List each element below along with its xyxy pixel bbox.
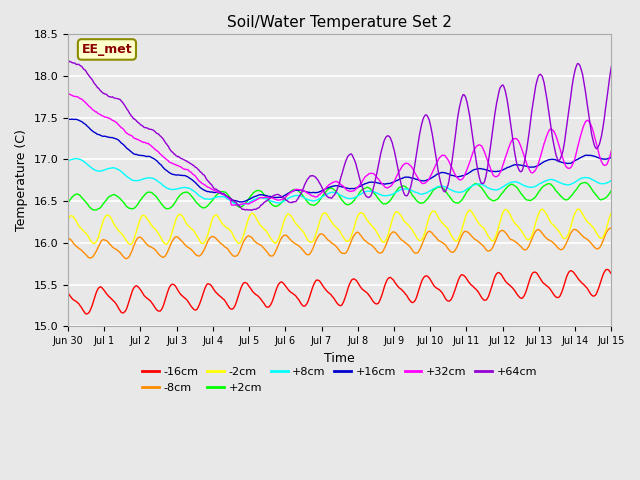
+2cm xyxy=(406,189,414,195)
+32cm xyxy=(64,91,72,96)
-8cm xyxy=(74,245,82,251)
+64cm xyxy=(406,185,414,191)
-2cm xyxy=(422,225,430,230)
-16cm xyxy=(422,273,430,278)
+16cm xyxy=(214,190,221,195)
+64cm xyxy=(248,207,255,213)
-16cm xyxy=(607,271,615,276)
-2cm xyxy=(126,241,134,247)
+16cm xyxy=(74,117,82,123)
+32cm xyxy=(230,202,238,208)
+2cm xyxy=(422,197,430,203)
+8cm xyxy=(72,156,79,161)
+64cm xyxy=(185,159,193,165)
+32cm xyxy=(185,168,193,174)
+16cm xyxy=(64,116,72,122)
-16cm xyxy=(74,300,82,306)
Line: -16cm: -16cm xyxy=(68,269,611,314)
Line: -8cm: -8cm xyxy=(68,228,611,259)
+2cm xyxy=(581,180,589,185)
-2cm xyxy=(607,210,615,216)
+8cm xyxy=(131,178,138,183)
-16cm xyxy=(64,290,72,296)
-16cm xyxy=(131,284,138,290)
+32cm xyxy=(406,163,414,168)
-8cm xyxy=(64,235,72,241)
+64cm xyxy=(214,188,221,193)
-2cm xyxy=(214,215,222,220)
-8cm xyxy=(422,232,430,238)
+32cm xyxy=(422,179,430,185)
+64cm xyxy=(607,64,615,70)
+32cm xyxy=(607,148,615,154)
X-axis label: Time: Time xyxy=(324,352,355,365)
+16cm xyxy=(238,199,246,205)
-8cm xyxy=(214,238,222,244)
+16cm xyxy=(185,175,193,180)
+8cm xyxy=(607,178,615,183)
-2cm xyxy=(406,225,414,230)
-2cm xyxy=(74,221,82,227)
+2cm xyxy=(64,200,72,205)
-16cm xyxy=(214,292,222,298)
-2cm xyxy=(186,225,193,230)
Legend: -16cm, -8cm, -2cm, +2cm, +8cm, +16cm, +32cm, +64cm: -16cm, -8cm, -2cm, +2cm, +8cm, +16cm, +3… xyxy=(138,362,541,397)
+8cm xyxy=(236,202,243,208)
+2cm xyxy=(607,188,615,193)
-2cm xyxy=(131,235,138,240)
+16cm xyxy=(607,155,615,160)
-2cm xyxy=(64,216,72,222)
-8cm xyxy=(406,244,414,250)
+8cm xyxy=(423,190,431,195)
Line: +16cm: +16cm xyxy=(68,119,611,202)
+2cm xyxy=(131,205,138,211)
+2cm xyxy=(214,191,222,196)
Line: +64cm: +64cm xyxy=(68,60,611,210)
-16cm xyxy=(83,311,90,317)
+64cm xyxy=(74,61,82,67)
Line: -2cm: -2cm xyxy=(68,209,611,244)
Title: Soil/Water Temperature Set 2: Soil/Water Temperature Set 2 xyxy=(227,15,452,30)
Line: +32cm: +32cm xyxy=(68,94,611,205)
+16cm xyxy=(422,177,430,183)
+2cm xyxy=(92,207,100,213)
+8cm xyxy=(75,156,83,162)
+64cm xyxy=(64,58,72,63)
Y-axis label: Temperature (C): Temperature (C) xyxy=(15,129,28,231)
+32cm xyxy=(74,94,82,100)
-2cm xyxy=(575,206,582,212)
+16cm xyxy=(406,175,414,180)
+2cm xyxy=(74,192,82,197)
+16cm xyxy=(130,151,138,156)
Line: +2cm: +2cm xyxy=(68,182,611,210)
+8cm xyxy=(64,158,72,164)
Text: EE_met: EE_met xyxy=(82,43,132,56)
-8cm xyxy=(131,241,138,247)
-8cm xyxy=(607,225,615,231)
-8cm xyxy=(122,256,130,262)
-16cm xyxy=(603,266,611,272)
+32cm xyxy=(214,189,221,195)
+8cm xyxy=(186,185,193,191)
Line: +8cm: +8cm xyxy=(68,158,611,205)
+32cm xyxy=(130,135,138,141)
-16cm xyxy=(406,298,414,304)
-16cm xyxy=(186,301,193,307)
+8cm xyxy=(407,188,415,193)
+8cm xyxy=(214,194,222,200)
+2cm xyxy=(186,191,193,197)
+64cm xyxy=(422,112,430,118)
-8cm xyxy=(186,246,193,252)
+64cm xyxy=(130,116,138,122)
